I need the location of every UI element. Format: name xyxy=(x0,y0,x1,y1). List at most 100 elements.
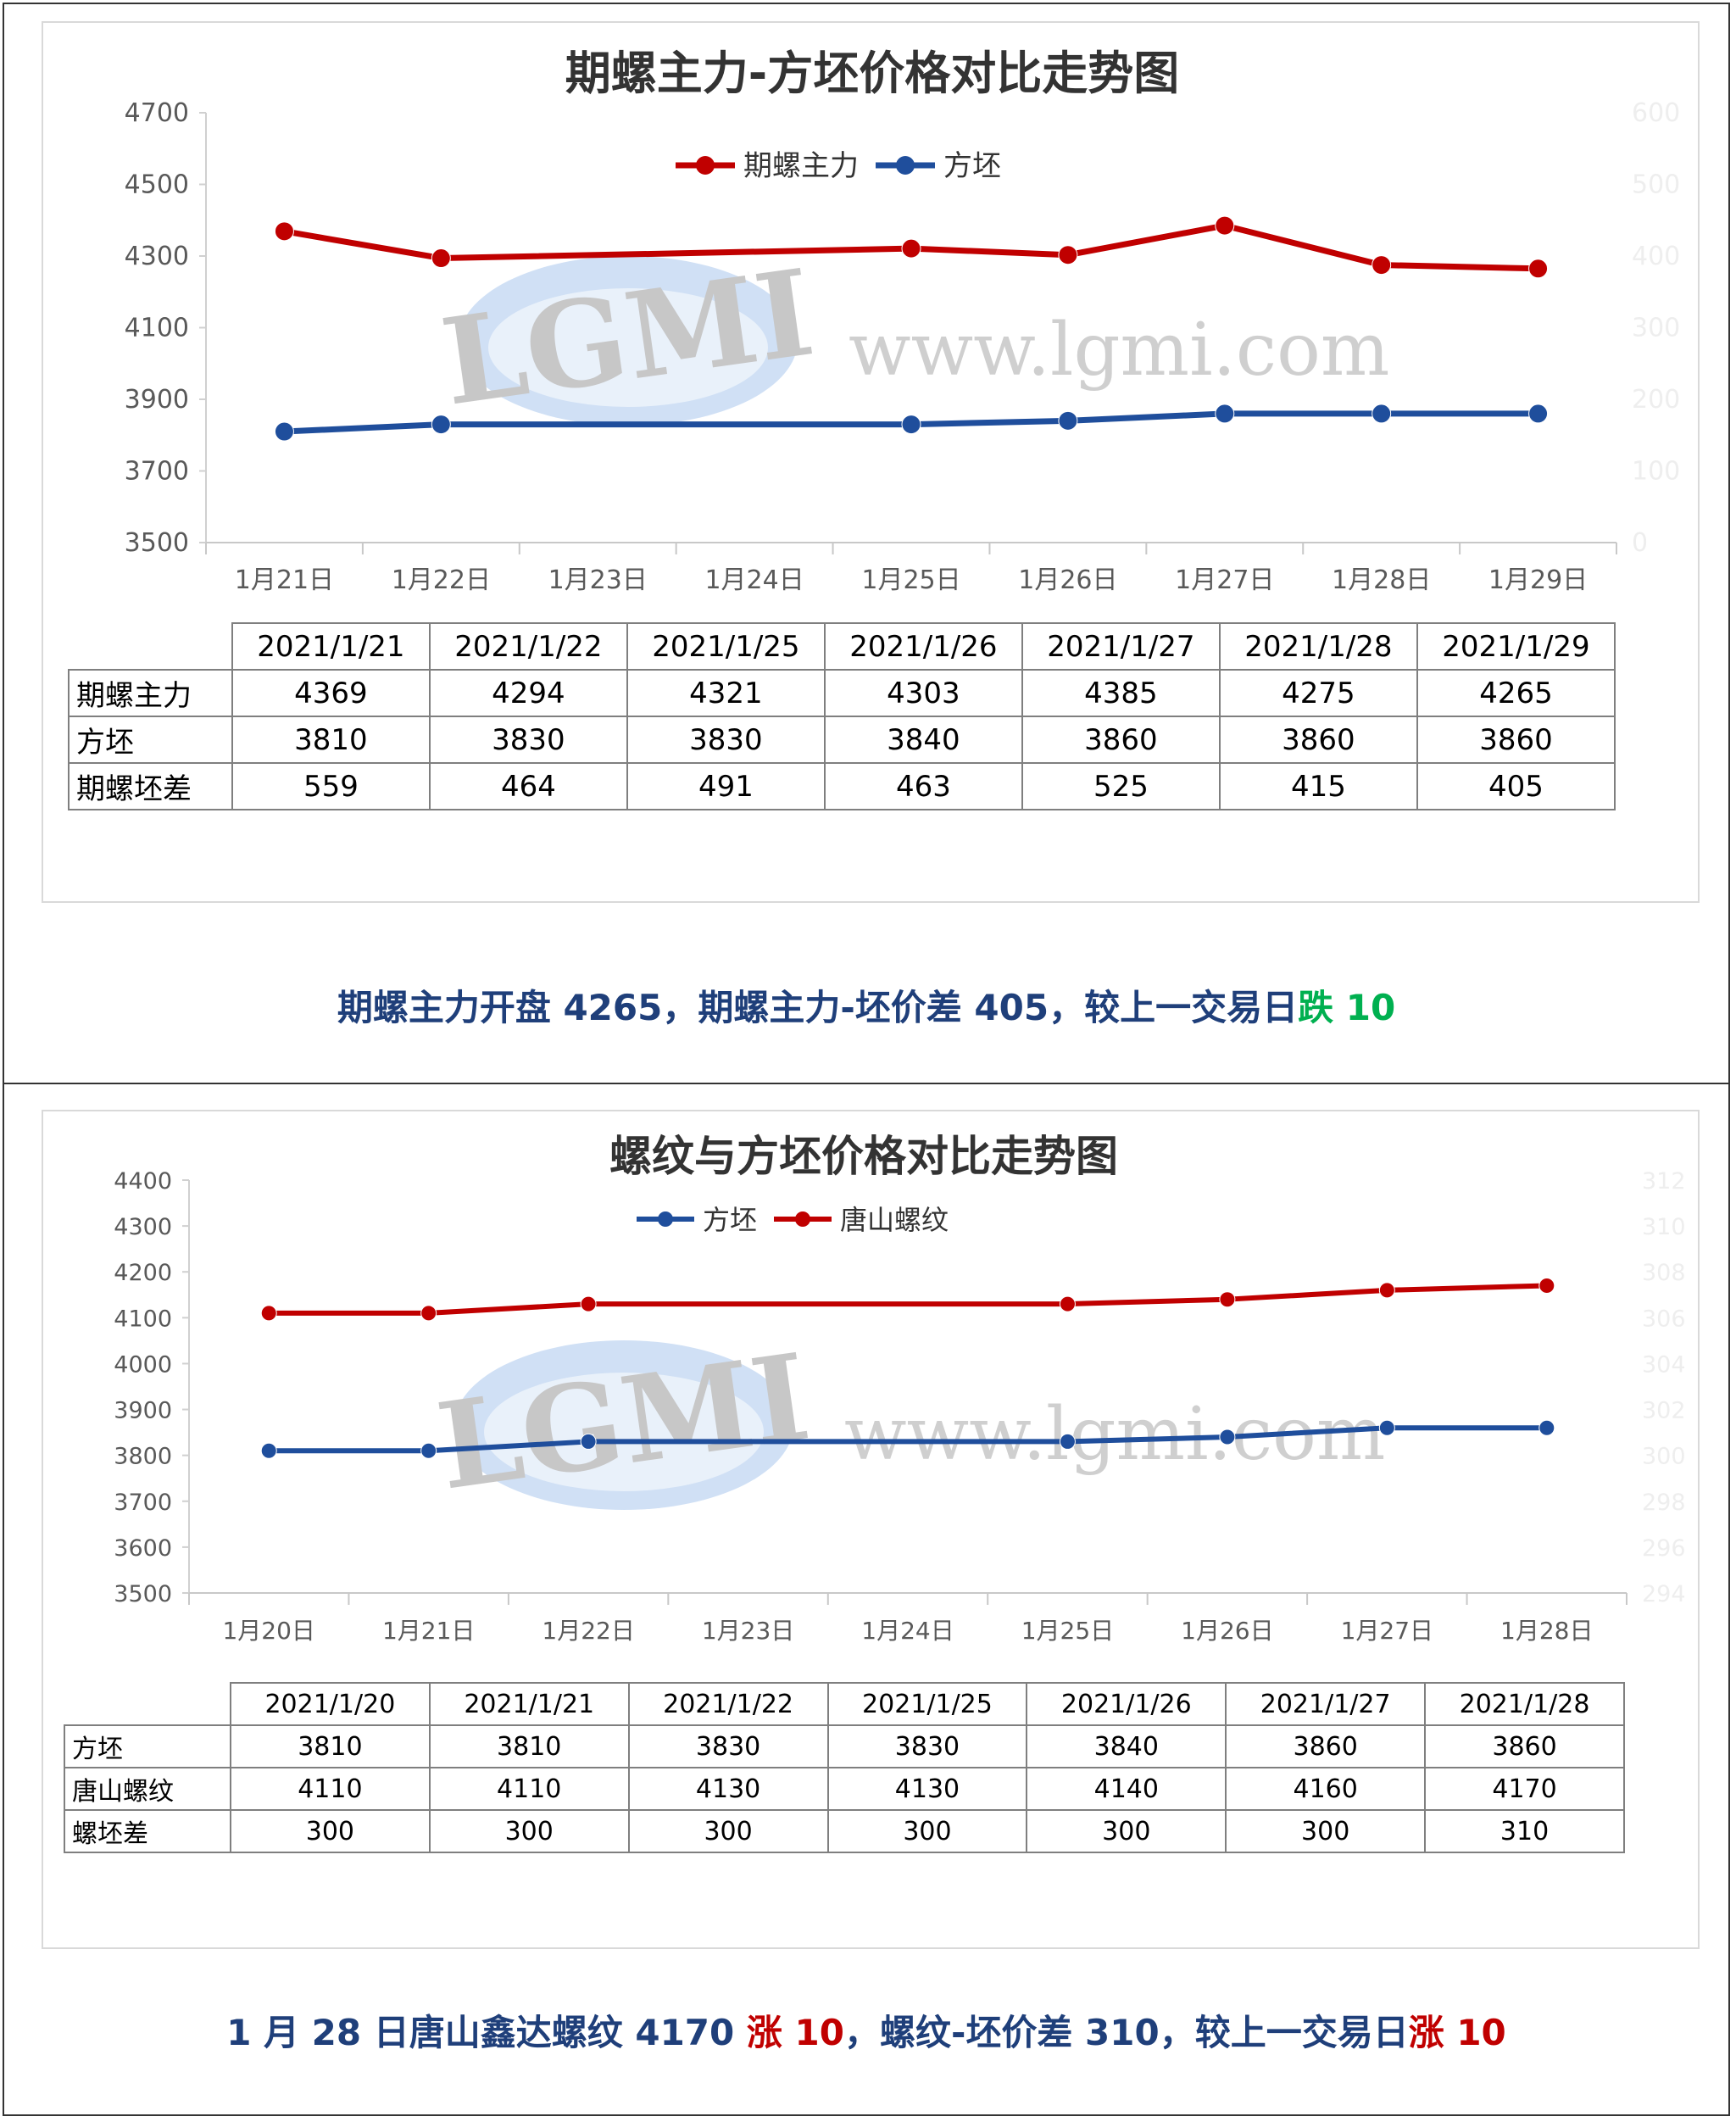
legend-label-2: 唐山螺纹 xyxy=(840,1204,949,1236)
y-tick-label: 3900 xyxy=(114,1398,172,1424)
table-row-label: 唐山螺纹 xyxy=(64,1767,231,1811)
right-y-tick-label: 312 xyxy=(1642,1168,1686,1195)
table-row-label: 螺坯差 xyxy=(64,1809,231,1853)
legend-label-1: 方坯 xyxy=(703,1204,757,1236)
table-cell: 4160 xyxy=(1225,1767,1427,1811)
legend-marker-2 xyxy=(795,1211,810,1227)
table-row-label: 方坯 xyxy=(64,1724,231,1768)
series-1-point xyxy=(420,1442,437,1459)
table-header-cell: 2021/1/25 xyxy=(826,1682,1028,1726)
table-cell: 415 xyxy=(1218,762,1418,810)
table-row-label: 期螺主力 xyxy=(68,669,233,717)
caption-2-main-2: ，螺纹-坯价差 310，较上一交易日 xyxy=(843,2012,1409,2053)
table-row: 螺坯差 300 300 300 300 300 300 310 xyxy=(64,1809,1625,1853)
table-cell: 3840 xyxy=(1026,1724,1227,1768)
table-header-cell: 2021/1/25 xyxy=(626,622,826,671)
caption-2-rise-1: 涨 10 xyxy=(746,2012,844,2053)
x-tick-label: 1月22日 xyxy=(542,1617,634,1645)
y-tick-label: 3500 xyxy=(114,1581,172,1607)
x-tick-label: 1月29日 xyxy=(1488,565,1588,595)
x-tick-label: 1月28日 xyxy=(1332,565,1431,595)
table-header-cell: 2021/1/22 xyxy=(428,622,628,671)
series-2-point xyxy=(1528,404,1549,424)
series-1-point xyxy=(1219,1429,1236,1445)
y-tick-label: 3600 xyxy=(114,1535,172,1562)
series-1-point xyxy=(1215,215,1235,236)
x-tick-label: 1月23日 xyxy=(548,565,648,595)
right-y-tick-label: 500 xyxy=(1632,170,1680,200)
x-tick-label: 1月28日 xyxy=(1500,1617,1593,1645)
series-2-point xyxy=(1059,1295,1076,1312)
watermark-logo: LGMI xyxy=(430,1328,817,1517)
y-tick-label: 4200 xyxy=(114,1260,172,1286)
watermark-logo-text: LGMI xyxy=(430,1328,817,1517)
right-y-tick-label: 200 xyxy=(1632,385,1680,415)
caption-2-main-1: 1 月 28 日唐山鑫达螺纹 4170 xyxy=(226,2012,747,2053)
table-cell: 310 xyxy=(1424,1809,1625,1853)
table-header-cell: 2021/1/21 xyxy=(428,1682,630,1726)
watermark-logo-text: LGMI xyxy=(434,243,821,432)
right-y-tick-label: 302 xyxy=(1642,1398,1686,1424)
right-y-tick-label: 304 xyxy=(1642,1351,1686,1378)
table-cell: 4110 xyxy=(428,1767,630,1811)
x-tick-label: 1月27日 xyxy=(1175,565,1274,595)
table-cell: 4321 xyxy=(626,669,826,717)
table-header-row: 2021/1/21 2021/1/22 2021/1/25 2021/1/26 2021… xyxy=(69,622,1616,671)
table-row: 方坯 3810 3830 3830 3840 3860 3860 3860 xyxy=(68,716,1616,764)
chart-title: 期螺主力-方坯价格对比走势图 xyxy=(565,47,1179,100)
table-header-row: 2021/1/20 2021/1/21 2021/1/22 2021/1/25 2021… xyxy=(64,1682,1625,1726)
table-cell: 559 xyxy=(231,762,431,810)
table-cell: 4294 xyxy=(428,669,628,717)
watermark-ellipse-inner xyxy=(484,1373,764,1491)
table-header-cell: 2021/1/27 xyxy=(1021,622,1221,671)
x-tick-label: 1月24日 xyxy=(704,565,804,595)
y-tick-label: 3700 xyxy=(125,457,189,487)
table-cell: 3810 xyxy=(229,1724,431,1768)
right-y-tick-label: 400 xyxy=(1632,242,1680,271)
x-tick-label: 1月21日 xyxy=(382,1617,475,1645)
panel-futures-vs-billet: 期螺主力-方坯价格对比走势图 LGMI www.lgmi.com 4700 4500 43… xyxy=(3,3,1730,1084)
x-tick-label: 1月24日 xyxy=(861,1617,954,1645)
right-y-tick-label: 306 xyxy=(1642,1306,1686,1332)
table-cell: 3810 xyxy=(231,716,431,764)
series-2-point xyxy=(901,415,921,435)
right-y-tick-label: 298 xyxy=(1642,1490,1686,1516)
caption-1-main: 期螺主力开盘 4265，期螺主力-坯价差 405，较上一交易日 xyxy=(337,987,1299,1028)
y-tick-label: 4500 xyxy=(125,170,189,200)
caption-1: 期螺主力开盘 4265，期螺主力-坯价差 405，较上一交易日跌 10 xyxy=(4,979,1728,1031)
data-table-1: 2021/1/21 2021/1/22 2021/1/25 2021/1/26 2021… xyxy=(68,622,1616,810)
table-cell: 3810 xyxy=(428,1724,630,1768)
table-cell: 525 xyxy=(1021,762,1221,810)
table-row-label: 方坯 xyxy=(68,716,233,764)
legend-marker-1 xyxy=(658,1211,673,1227)
table-cell: 3860 xyxy=(1416,716,1616,764)
table-cell: 405 xyxy=(1416,762,1616,810)
table-cell: 3830 xyxy=(826,1724,1028,1768)
table-header-cell: 2021/1/27 xyxy=(1225,1682,1427,1726)
caption-2: 1 月 28 日唐山鑫达螺纹 4170 涨 10，螺纹-坯价差 310，较上一交… xyxy=(4,2004,1728,2056)
y-tick-label: 3800 xyxy=(114,1444,172,1470)
series-2-point xyxy=(420,1305,437,1322)
table-cell: 3830 xyxy=(428,716,628,764)
series-1-point xyxy=(1059,1433,1076,1450)
right-y-tick-label: 300 xyxy=(1632,314,1680,343)
watermark-ellipse-inner xyxy=(488,288,768,407)
table-header-cell: 2021/1/26 xyxy=(1026,1682,1227,1726)
table-cell: 3860 xyxy=(1021,716,1221,764)
series-1-point xyxy=(274,221,294,242)
table-cell: 4110 xyxy=(229,1767,431,1811)
chart-frame-1: 期螺主力-方坯价格对比走势图 LGMI www.lgmi.com 4700 4500 43… xyxy=(42,21,1700,903)
series-2-point xyxy=(1372,404,1392,424)
series-1-point xyxy=(1372,255,1392,276)
right-y-tick-label: 310 xyxy=(1642,1214,1686,1240)
table-cell: 4385 xyxy=(1021,669,1221,717)
table-cell: 4170 xyxy=(1424,1767,1625,1811)
watermark-logo: LGMI xyxy=(434,243,821,432)
series-2-point xyxy=(1215,404,1235,424)
right-y-tick-label: 600 xyxy=(1632,98,1680,128)
table-cell: 463 xyxy=(823,762,1023,810)
table-header-cell: 2021/1/22 xyxy=(627,1682,829,1726)
panel-rebar-vs-billet: 螺纹与方坯价格对比走势图 LGMI www.lgmi.com 4400 4300 4200… xyxy=(3,1084,1730,2116)
right-y-tick-label: 0 xyxy=(1632,528,1648,558)
